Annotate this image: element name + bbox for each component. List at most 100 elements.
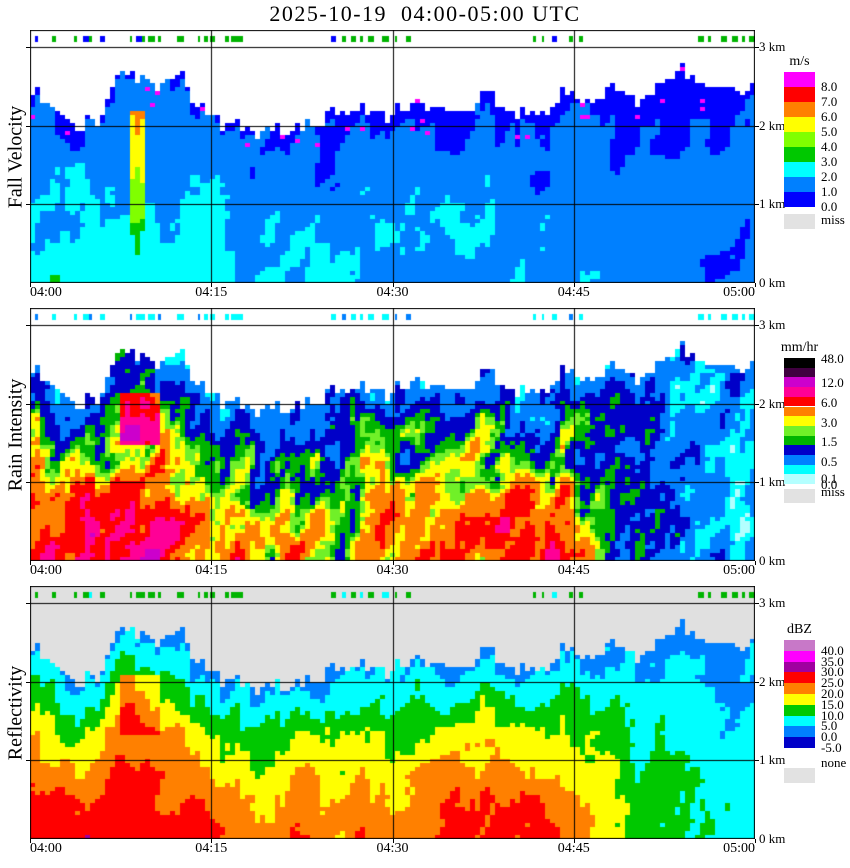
time-tick-label: 04:30 bbox=[376, 841, 409, 856]
rain-intensity-colorbar-missing-label: miss bbox=[821, 484, 845, 499]
time-tick-label: 04:45 bbox=[557, 285, 590, 300]
reflectivity-colorbar-block bbox=[784, 650, 815, 662]
time-tick-mark bbox=[30, 839, 31, 843]
fall-velocity-colorbar-block bbox=[784, 117, 815, 132]
fall-velocity-colorbar-block bbox=[784, 72, 815, 87]
height-tick-label: 2 km bbox=[759, 117, 786, 133]
time-tick-mark bbox=[755, 283, 756, 287]
reflectivity-colorbar-block bbox=[784, 640, 815, 651]
height-tick-mark bbox=[755, 403, 759, 405]
height-tick-label: 1 km bbox=[759, 474, 786, 490]
rain-intensity-colorbar-block bbox=[784, 464, 815, 475]
rain-intensity-colorbar-block bbox=[784, 416, 815, 426]
reflectivity-colorbar-title: dBZ bbox=[787, 622, 812, 637]
rain-intensity-colorbar-title: mm/hr bbox=[780, 340, 819, 355]
fall-velocity-colorbar-label: 4.0 bbox=[821, 139, 838, 154]
rain-intensity-colorbar-block bbox=[784, 367, 815, 378]
rain-intensity-colorbar-block bbox=[784, 455, 815, 465]
fall-velocity-colorbar-label: 3.0 bbox=[821, 154, 838, 169]
fall-velocity-colorbar-missing-label: miss bbox=[821, 212, 845, 227]
height-tick-label: 1 km bbox=[759, 196, 786, 212]
reflectivity-heatmap bbox=[30, 586, 755, 839]
reflectivity-colorbar-label: 20.0 bbox=[821, 686, 844, 701]
height-tick-mark bbox=[755, 482, 759, 484]
fall-velocity-colorbar-missing-block bbox=[784, 214, 815, 229]
time-tick-label: 04:00 bbox=[30, 841, 62, 856]
time-tick-mark bbox=[393, 839, 394, 843]
height-tick-mark bbox=[755, 681, 759, 683]
height-tick-mark bbox=[755, 603, 759, 604]
time-tick-label: 04:00 bbox=[30, 563, 62, 578]
reflectivity-colorbar-label: 30.0 bbox=[821, 664, 844, 680]
reflectivity-colorbar-label: 40.0 bbox=[821, 642, 844, 658]
rain-intensity-heatmap bbox=[30, 308, 755, 561]
height-tick-label: 0 km bbox=[759, 275, 786, 290]
rain-intensity-colorbar-label: 12.0 bbox=[821, 375, 844, 391]
fall-velocity-heatmap bbox=[30, 30, 755, 283]
reflectivity-colorbar-block bbox=[784, 715, 815, 727]
fall-velocity-colorbar-label: 7.0 bbox=[821, 94, 838, 109]
fall-velocity-colorbar-label: 8.0 bbox=[821, 79, 838, 94]
height-tick-mark bbox=[26, 47, 30, 48]
reflectivity-colorbar-label: 5.0 bbox=[821, 718, 838, 734]
time-tick-mark bbox=[393, 283, 394, 287]
fall-velocity-colorbar-block bbox=[784, 147, 815, 162]
figure-title: 2025-10-19 04:00-05:00 UTC bbox=[269, 1, 581, 26]
reflectivity-colorbar-block bbox=[784, 672, 815, 684]
time-tick-mark bbox=[574, 839, 575, 843]
rain-intensity-colorbar-block bbox=[784, 358, 815, 368]
time-tick-mark bbox=[211, 283, 212, 287]
time-tick-mark bbox=[574, 561, 575, 565]
time-tick-mark bbox=[211, 839, 212, 843]
height-tick-mark bbox=[755, 47, 759, 48]
rain-intensity-colorbar-block bbox=[784, 377, 815, 388]
height-tick-mark bbox=[26, 204, 30, 206]
rain-intensity-colorbar-block bbox=[784, 396, 815, 407]
time-tick-label: 04:30 bbox=[376, 285, 409, 300]
reflectivity-colorbar-block bbox=[784, 661, 815, 673]
reflectivity-axis-label: Reflectivity bbox=[3, 665, 26, 760]
height-tick-label: 2 km bbox=[759, 673, 786, 689]
height-tick-label: 2 km bbox=[759, 395, 786, 411]
rain-intensity-colorbar-label: 0.5 bbox=[821, 453, 838, 469]
time-tick-label: 04:45 bbox=[557, 841, 590, 856]
time-tick-mark bbox=[755, 839, 756, 843]
time-tick-label: 04:00 bbox=[30, 285, 62, 300]
rain-intensity-axis-label: Rain Intensity bbox=[3, 378, 26, 491]
reflectivity-colorbar-label: 10.0 bbox=[821, 707, 844, 723]
height-tick-label: 1 km bbox=[759, 752, 786, 768]
height-tick-mark bbox=[26, 681, 30, 683]
reflectivity-colorbar-block bbox=[784, 694, 815, 705]
rain-intensity-colorbar-label: 1.5 bbox=[821, 434, 838, 449]
fall-velocity-colorbar-label: 2.0 bbox=[821, 169, 838, 184]
height-tick-label: 3 km bbox=[759, 595, 786, 610]
time-tick-label: 04:15 bbox=[195, 563, 228, 578]
height-tick-mark bbox=[26, 603, 30, 604]
time-tick-label: 04:30 bbox=[376, 563, 409, 578]
height-tick-mark bbox=[26, 482, 30, 484]
fall-velocity-colorbar-block bbox=[784, 102, 815, 117]
time-tick-label: 04:45 bbox=[557, 563, 590, 578]
rain-intensity-colorbar-label: 0.0 bbox=[821, 477, 838, 493]
fall-velocity-colorbar-label: 6.0 bbox=[821, 109, 838, 124]
rain-intensity-colorbar-block bbox=[784, 435, 815, 446]
height-tick-label: 0 km bbox=[759, 553, 786, 568]
time-tick-label: 04:15 bbox=[195, 285, 228, 300]
height-tick-label: 3 km bbox=[759, 39, 786, 54]
reflectivity-colorbar-label: 25.0 bbox=[821, 675, 844, 691]
reflectivity-colorbar-label: 0.0 bbox=[821, 729, 838, 745]
rain-intensity-colorbar-block bbox=[784, 387, 815, 397]
reflectivity-colorbar-missing-label: none bbox=[821, 755, 847, 770]
fall-velocity-colorbar-block bbox=[784, 132, 815, 147]
height-tick-mark bbox=[755, 760, 759, 762]
fall-velocity-colorbar-block bbox=[784, 87, 815, 102]
reflectivity-colorbar-label: 35.0 bbox=[821, 653, 844, 669]
reflectivity-axis-label-box: Reflectivity bbox=[2, 586, 28, 839]
height-tick-mark bbox=[755, 125, 759, 127]
time-tick-label: 05:00 bbox=[723, 285, 755, 300]
rain-intensity-colorbar-block bbox=[784, 474, 815, 485]
reflectivity-colorbar-block bbox=[784, 726, 815, 738]
fall-velocity-colorbar-title: m/s bbox=[789, 54, 810, 69]
height-tick-mark bbox=[26, 403, 30, 405]
time-tick-mark bbox=[211, 561, 212, 565]
